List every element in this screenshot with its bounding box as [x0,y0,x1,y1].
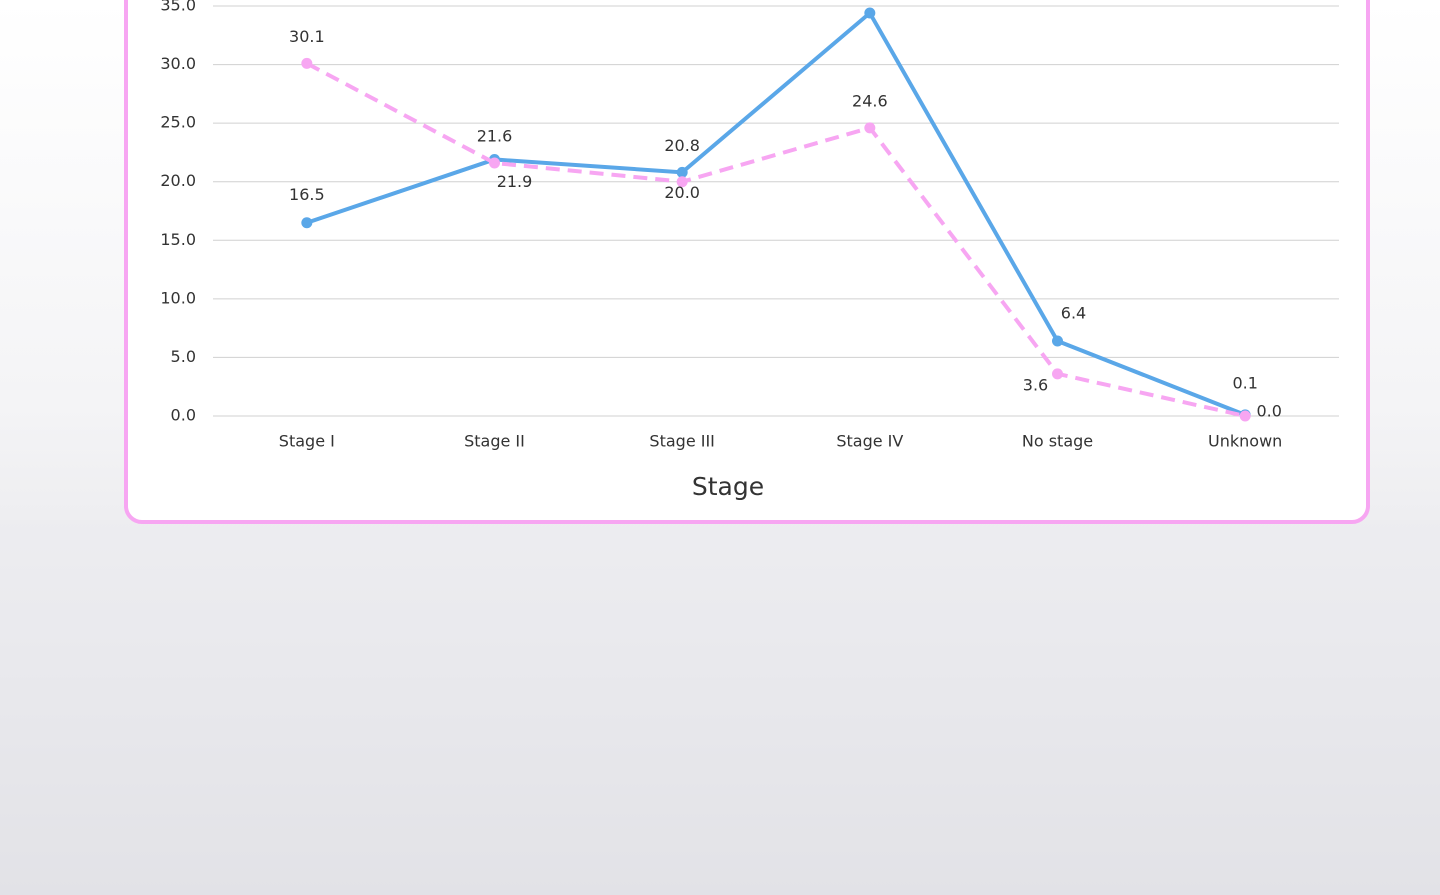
x-tick-label: Unknown [1208,432,1282,451]
x-axis-title: Stage [692,472,764,501]
data-point [1052,368,1063,380]
data-label: 20.8 [664,136,700,155]
data-label: 0.0 [1256,402,1281,421]
y-tick-label: 15.0 [160,230,196,249]
x-tick-label: Stage II [464,432,525,451]
y-tick-label: 10.0 [160,288,196,307]
x-tick-label: Stage IV [836,432,903,451]
y-tick-label: 30.0 [160,54,196,73]
data-point [676,166,688,178]
data-point [1052,335,1063,347]
data-label: 0.1 [1232,373,1257,392]
x-tick-label: No stage [1022,432,1093,451]
data-label: 21.6 [477,126,513,145]
data-point [864,122,876,134]
data-label: 20.0 [664,183,700,202]
y-tick-label: 0.0 [171,406,196,425]
y-tick-label: 20.0 [160,171,196,190]
series-line [306,9,1246,417]
y-tick-label: 35.0 [160,0,196,15]
data-label: 3.6 [1023,375,1048,394]
x-tick-label: Stage III [649,432,714,451]
data-point [301,57,313,69]
data-label: 21.9 [497,172,533,191]
series-line [305,61,1246,418]
background [0,520,1440,895]
data-label: 16.5 [289,185,325,204]
y-tick-label: 25.0 [160,113,196,132]
data-label: 30.1 [289,27,325,46]
data-point [489,157,500,169]
data-label: 6.4 [1061,304,1086,323]
data-point [864,7,876,19]
data-point [676,176,688,188]
data-point [1239,410,1251,422]
data-label: 24.6 [852,91,888,110]
x-tick-label: Stage I [279,432,335,451]
y-tick-label: 5.0 [171,347,196,366]
data-point [301,217,313,229]
